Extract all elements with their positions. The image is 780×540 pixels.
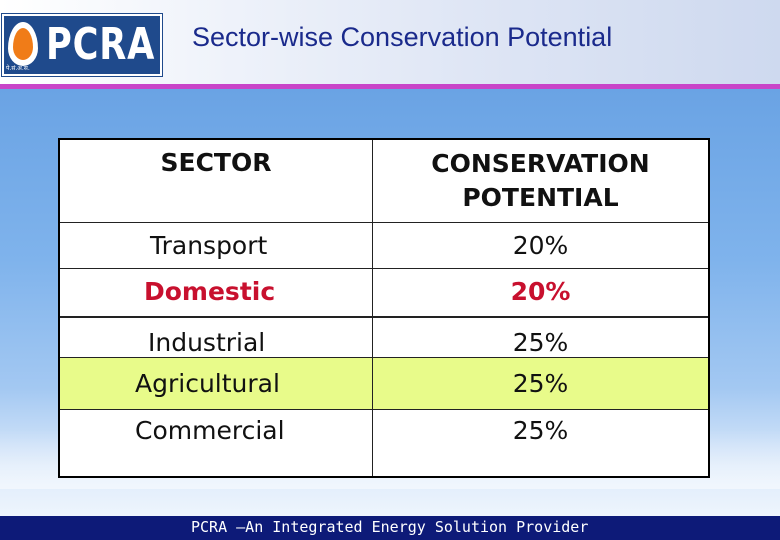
flame-icon bbox=[13, 28, 33, 60]
table-header-row: SECTOR CONSERVATION POTENTIAL bbox=[58, 138, 710, 223]
logo-tagline: पे.सं.अ.स. bbox=[6, 65, 30, 72]
potential-cell-industrial: 25% bbox=[512, 327, 569, 357]
potential-cell: 25% bbox=[372, 356, 710, 410]
sector-table: SECTOR CONSERVATION POTENTIAL Transport … bbox=[58, 138, 710, 478]
row-divider bbox=[60, 316, 372, 318]
slide-title: Sector-wise Conservation Potential bbox=[192, 22, 613, 52]
potential-cell: 20% bbox=[372, 222, 710, 269]
accent-rule bbox=[0, 84, 780, 89]
table-row: Transport 20% bbox=[58, 222, 710, 269]
table-row-highlighted: Agricultural 25% bbox=[58, 356, 710, 410]
sector-cell-group: Domestic Industrial bbox=[58, 268, 373, 358]
footer-text: PCRA –An Integrated Energy Solution Prov… bbox=[191, 518, 589, 536]
potential-cell: 25% bbox=[372, 408, 710, 478]
pcra-logo: PCRA पे.सं.अ.स. bbox=[2, 14, 162, 76]
potential-cell-group: 20% 25% bbox=[372, 268, 710, 358]
sector-cell: Commercial bbox=[58, 408, 373, 478]
row-divider bbox=[373, 316, 708, 318]
potential-cell-domestic: 20% bbox=[510, 277, 571, 306]
header-sector: SECTOR bbox=[58, 138, 373, 223]
sector-cell: Agricultural bbox=[58, 356, 373, 410]
table-row: Domestic Industrial 20% 25% bbox=[58, 268, 710, 358]
sector-cell-domestic: Domestic bbox=[144, 277, 276, 306]
header-conservation-potential: CONSERVATION POTENTIAL bbox=[372, 138, 710, 223]
table-row: Commercial 25% bbox=[58, 408, 710, 478]
logo-wordmark: PCRA bbox=[46, 19, 156, 70]
footer-bar: PCRA –An Integrated Energy Solution Prov… bbox=[0, 516, 780, 540]
header: PCRA पे.सं.अ.स. Sector-wise Conservation… bbox=[0, 0, 780, 84]
sector-cell: Transport bbox=[58, 222, 373, 269]
sector-cell-industrial: Industrial bbox=[148, 327, 266, 357]
